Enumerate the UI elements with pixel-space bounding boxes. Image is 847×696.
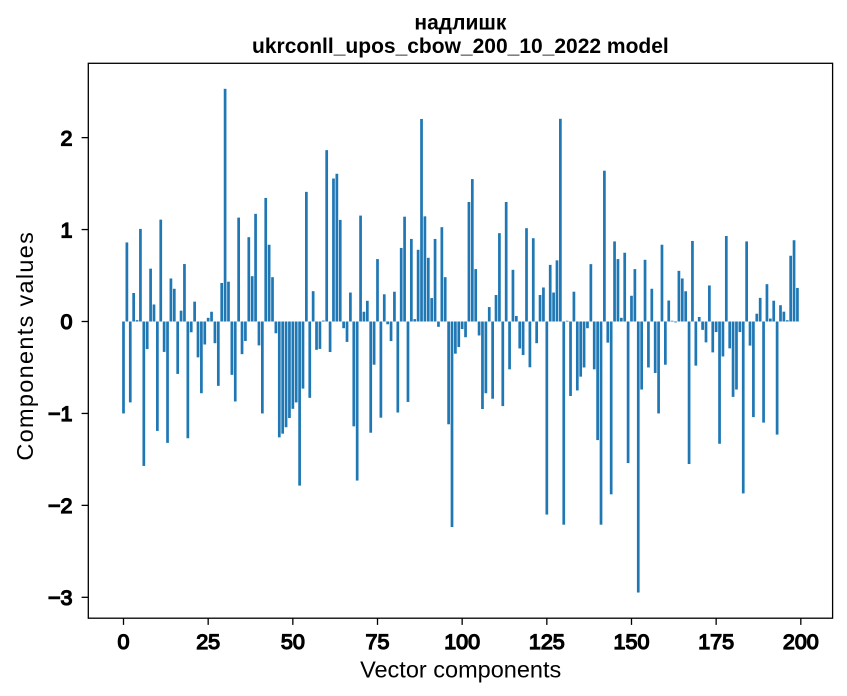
svg-text:125: 125	[529, 630, 565, 654]
svg-text:Components values: Components values	[12, 231, 38, 461]
svg-text:150: 150	[614, 630, 650, 654]
svg-text:надлишк: надлишк	[414, 11, 506, 34]
svg-text:Vector components: Vector components	[360, 657, 561, 683]
svg-text:1: 1	[61, 218, 73, 242]
svg-text:50: 50	[281, 630, 305, 654]
svg-text:−2: −2	[48, 494, 73, 518]
svg-text:ukrconll_upos_cbow_200_10_2022: ukrconll_upos_cbow_200_10_2022 model	[252, 35, 669, 58]
svg-text:2: 2	[61, 126, 73, 150]
svg-text:−3: −3	[48, 586, 73, 610]
svg-text:175: 175	[698, 630, 734, 654]
svg-text:75: 75	[366, 630, 390, 654]
svg-text:0: 0	[61, 310, 73, 334]
svg-text:−1: −1	[48, 402, 73, 426]
svg-text:25: 25	[196, 630, 220, 654]
svg-text:200: 200	[783, 630, 819, 654]
svg-text:100: 100	[444, 630, 480, 654]
svg-text:0: 0	[118, 630, 130, 654]
